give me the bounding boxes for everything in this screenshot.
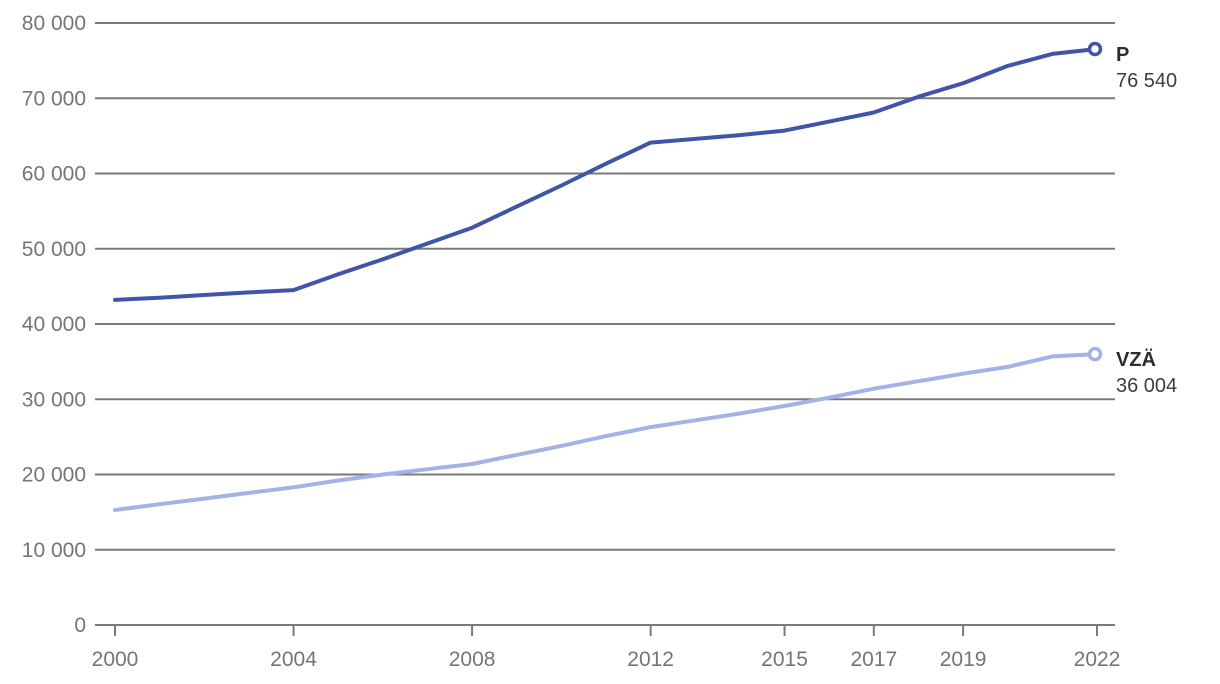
x-tick-label: 2015 bbox=[761, 648, 808, 671]
y-tick-label: 70 000 bbox=[22, 87, 86, 110]
series-line-p bbox=[113, 47, 1099, 302]
y-tick-label: 50 000 bbox=[22, 238, 86, 261]
series-end-label-p: P 76 540 bbox=[1116, 42, 1177, 94]
series-name-vza: VZÄ bbox=[1116, 349, 1156, 372]
series-end-marker-vzä bbox=[1087, 346, 1103, 362]
y-tick-label: 10 000 bbox=[22, 539, 86, 562]
y-axis-labels: 0 10 000 20 000 30 000 40 000 50 000 60 000 70 … bbox=[22, 12, 86, 637]
series-end-marker-p bbox=[1087, 41, 1103, 57]
x-axis-ticks: 2000 2004 2008 2012 2015 2017 2019 2022 bbox=[92, 625, 1121, 671]
x-tick-label: 2017 bbox=[850, 648, 897, 671]
series-end-value-p: 76 540 bbox=[1116, 70, 1178, 93]
y-tick-label: 80 000 bbox=[22, 12, 86, 35]
y-tick-label: 30 000 bbox=[22, 388, 86, 411]
y-tick-label: 0 bbox=[74, 614, 86, 637]
y-tick-label: 60 000 bbox=[22, 163, 86, 186]
series-end-value-vza: 36 004 bbox=[1116, 375, 1178, 398]
x-tick-label: 2012 bbox=[627, 648, 674, 671]
series-end-label-vza: VZÄ 36 004 bbox=[1116, 347, 1177, 399]
x-tick-label: 2019 bbox=[940, 648, 987, 671]
series-line-vzä bbox=[113, 352, 1099, 512]
y-tick-label: 40 000 bbox=[22, 313, 86, 336]
x-tick-label: 2022 bbox=[1074, 648, 1121, 671]
y-tick-label: 20 000 bbox=[22, 464, 86, 487]
series-name-p: P bbox=[1116, 44, 1130, 67]
x-tick-label: 2000 bbox=[92, 648, 139, 671]
x-tick-label: 2004 bbox=[270, 648, 317, 671]
x-tick-label: 2008 bbox=[449, 648, 496, 671]
gridlines bbox=[95, 22, 1115, 626]
